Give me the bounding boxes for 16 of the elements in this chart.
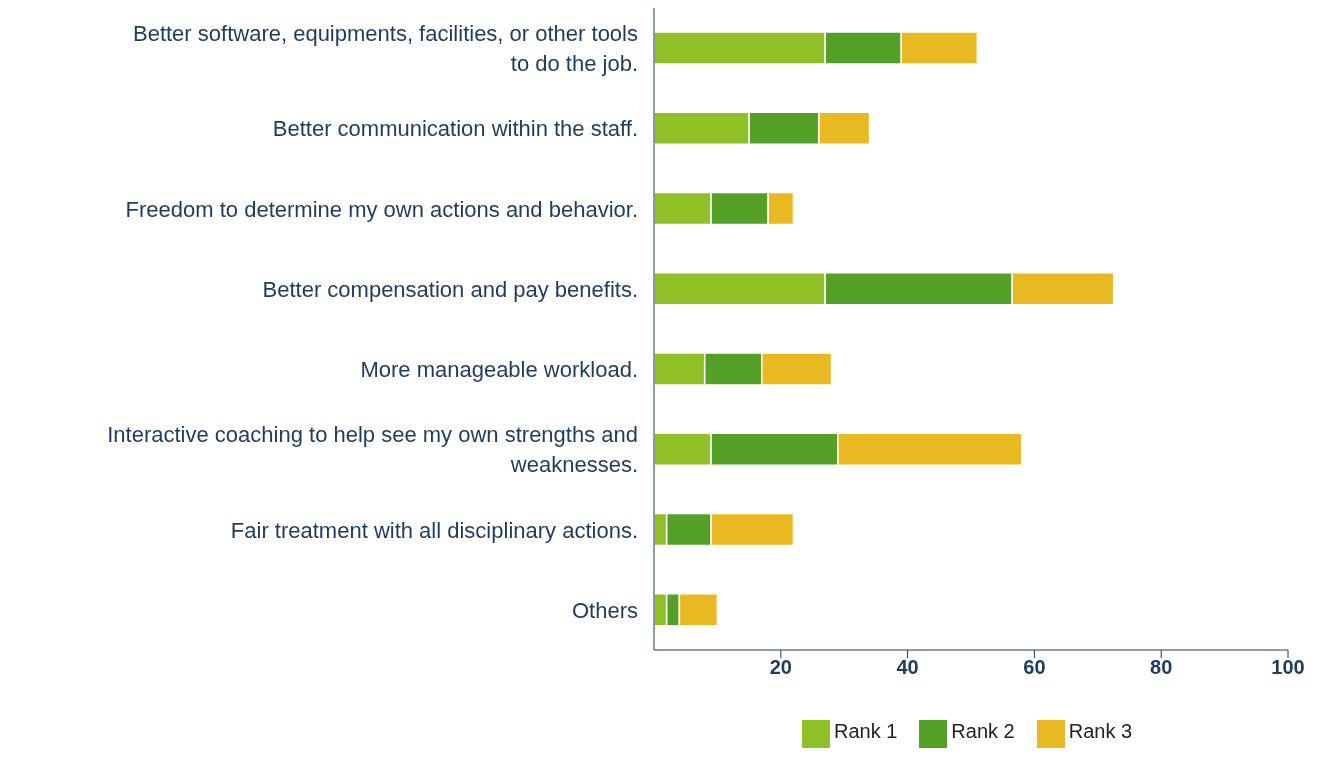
y-tick-label: Better communication within the staff. <box>272 115 638 141</box>
x-tick-label: 40 <box>896 656 919 679</box>
y-tick-label: More manageable workload. <box>360 356 638 382</box>
y-tick-label: Fair treatment with all disciplinary actions. <box>230 517 638 543</box>
x-tick-label: 20 <box>769 656 792 679</box>
x-tick-label: 60 <box>1023 656 1046 679</box>
y-tick-label: Better compensation and pay benefits. <box>262 276 638 302</box>
x-tick-label: 100 <box>1271 656 1305 679</box>
legend-label: Rank 1 <box>833 720 898 743</box>
y-tick-label: Interactive coaching to help see my own strengths and weaknesses. <box>107 421 638 477</box>
legend-label: Rank 2 <box>951 720 1015 743</box>
y-tick-label: Freedom to determine my own actions and behavior. <box>125 196 638 222</box>
legend-label: Rank 3 <box>1068 720 1133 743</box>
x-tick-label: 80 <box>1150 656 1173 679</box>
y-tick-label: Others <box>571 597 638 623</box>
y-tick-label: Better software, equipments, facilities, or other tools to do the job. <box>132 20 638 76</box>
